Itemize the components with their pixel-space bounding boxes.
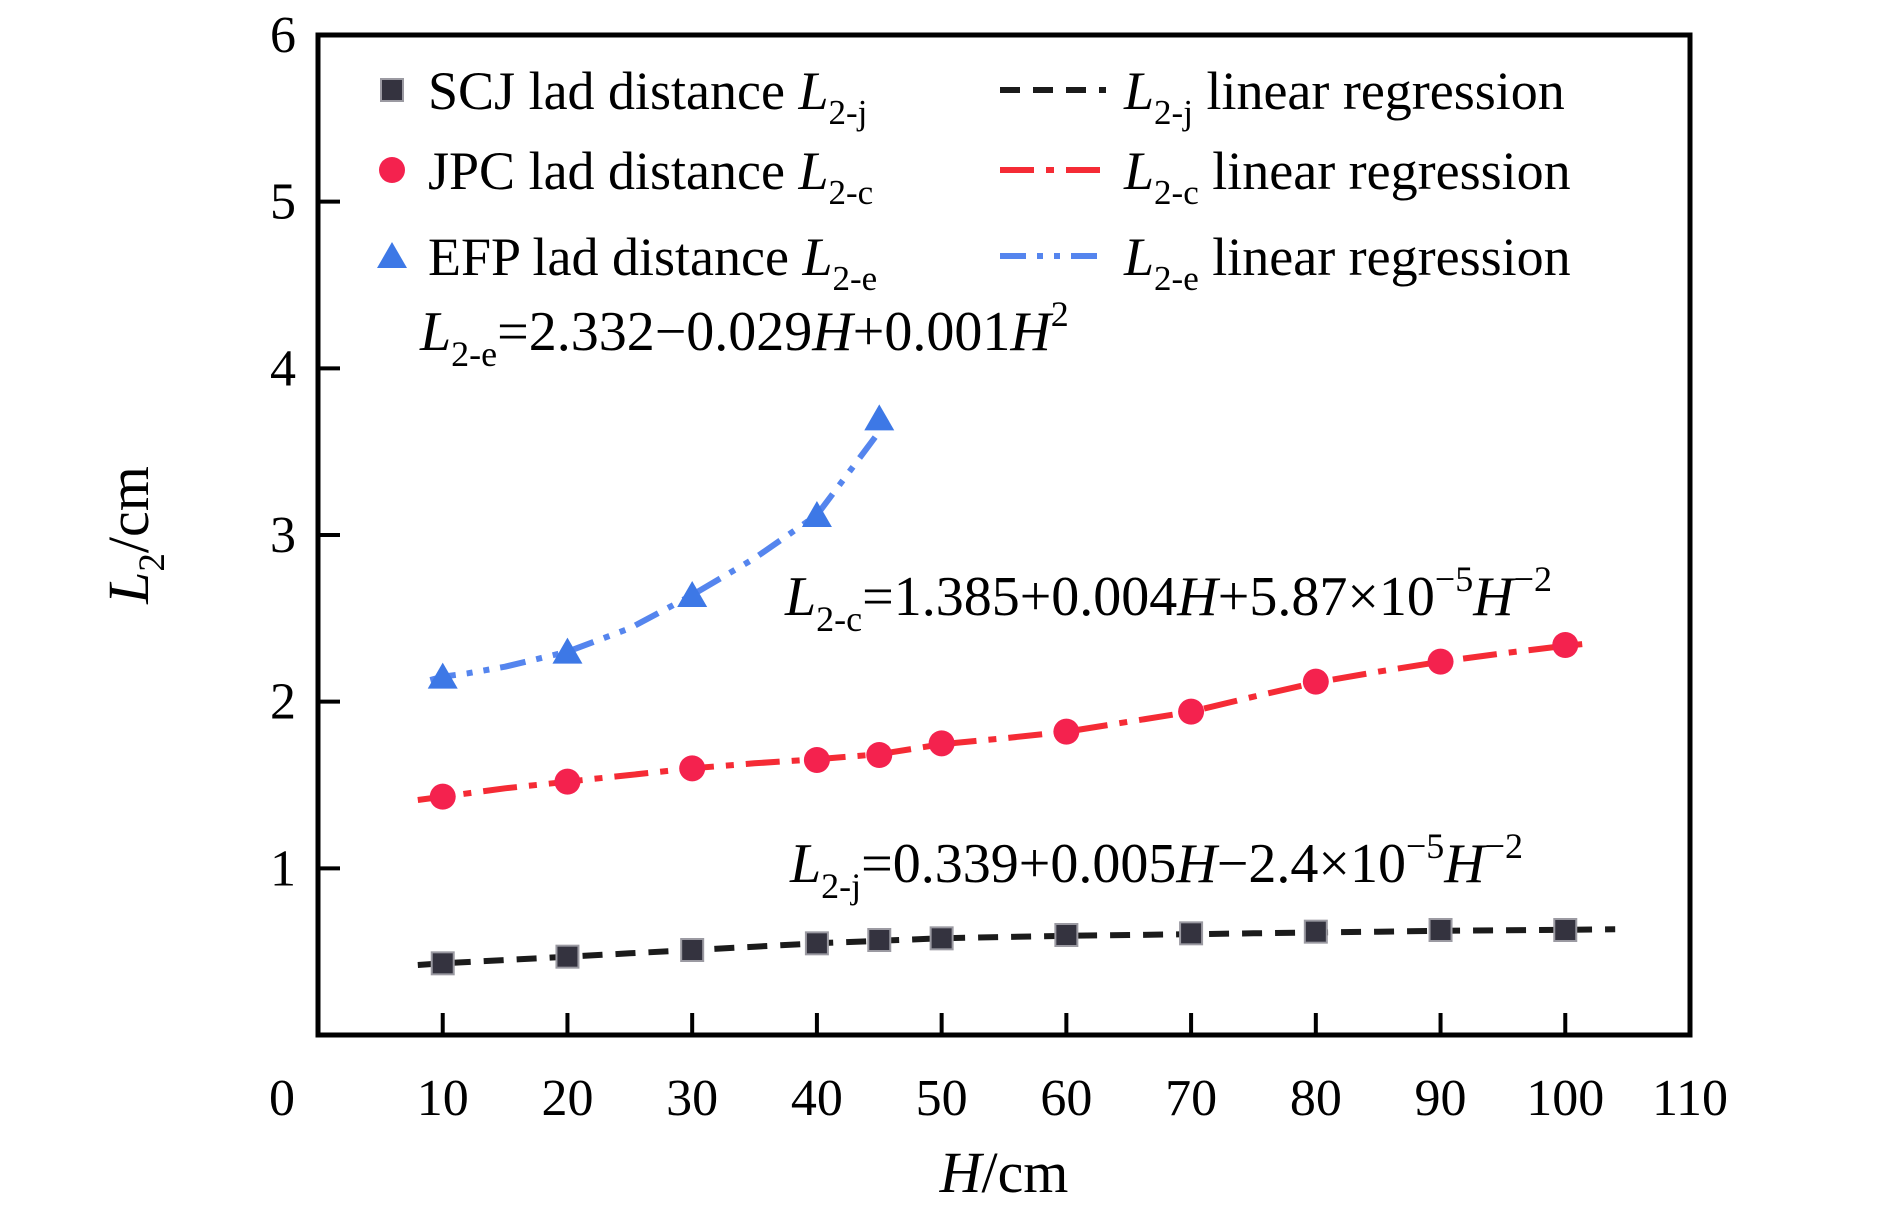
data-point-jpc bbox=[1427, 648, 1454, 675]
legend: SCJ lad distance L2-j L2-j linear regress… bbox=[377, 61, 1571, 298]
legend-marker-jpc bbox=[379, 157, 405, 183]
y-tick-label: 6 bbox=[270, 7, 296, 64]
y-tick-label: 2 bbox=[270, 674, 296, 731]
regression-line-scj bbox=[417, 926, 1616, 968]
equation-efp: L2-e=2.332−0.029H+0.001H2 bbox=[419, 294, 1069, 374]
legend-marker-efp bbox=[377, 242, 407, 268]
x-tick-label: 100 bbox=[1526, 1070, 1604, 1127]
x-tick-label: 90 bbox=[1415, 1070, 1467, 1127]
x-tick-label: 0 bbox=[269, 1070, 295, 1127]
series-lines bbox=[417, 413, 1616, 968]
data-point-scj bbox=[804, 931, 829, 956]
data-point-jpc bbox=[928, 730, 955, 757]
tick-labels: 0 10 20 30 40 50 60 70 80 90 100 110 1 2 3 4 5 6 bbox=[269, 7, 1728, 1127]
axis-titles: H/cm L2/cm bbox=[96, 466, 1068, 1205]
x-axis-title: H/cm bbox=[939, 1140, 1069, 1205]
legend-regression-label-efp: L2-e linear regression bbox=[1123, 227, 1571, 298]
data-point-jpc bbox=[679, 755, 706, 782]
x-tick-label: 30 bbox=[666, 1070, 718, 1127]
legend-regression-label-jpc: L2-c linear regression bbox=[1123, 141, 1571, 212]
series-markers bbox=[427, 404, 1579, 976]
y-tick-label: 4 bbox=[270, 340, 296, 397]
data-point-scj bbox=[1428, 918, 1453, 942]
data-point-efp bbox=[427, 662, 458, 689]
x-tick-label: 50 bbox=[916, 1070, 968, 1127]
data-point-scj bbox=[430, 951, 455, 976]
equation-scj: L2-j=0.339+0.005H−2.4×10−5H−2 bbox=[789, 826, 1523, 906]
x-tick-label: 70 bbox=[1165, 1070, 1217, 1127]
data-point-scj bbox=[867, 928, 892, 952]
data-point-scj bbox=[1179, 921, 1204, 946]
y-tick-label: 5 bbox=[270, 174, 296, 231]
legend-marker-scj bbox=[380, 78, 404, 102]
data-point-scj bbox=[680, 938, 705, 962]
data-point-scj bbox=[1553, 918, 1578, 942]
data-point-jpc bbox=[1053, 718, 1080, 745]
data-point-jpc bbox=[1302, 668, 1329, 695]
data-point-scj bbox=[1054, 923, 1079, 947]
equation-jpc: L2-c=1.385+0.004H+5.87×10−5H−2 bbox=[784, 559, 1552, 639]
regression-line-efp bbox=[429, 413, 895, 683]
x-tick-label: 80 bbox=[1290, 1070, 1342, 1127]
x-tick-label: 110 bbox=[1652, 1070, 1728, 1127]
data-point-scj bbox=[929, 926, 954, 951]
data-point-jpc bbox=[1178, 698, 1205, 725]
data-point-efp bbox=[552, 637, 583, 664]
data-point-jpc bbox=[866, 742, 893, 768]
y-axis-title: L2/cm bbox=[96, 466, 173, 605]
equation-annotations: L2-j=0.339+0.005H−2.4×10−5H−2 L2-c=1.385+… bbox=[419, 294, 1552, 906]
data-point-efp bbox=[864, 404, 895, 431]
data-point-efp bbox=[801, 501, 832, 527]
data-point-scj bbox=[555, 944, 580, 969]
x-tick-label: 60 bbox=[1040, 1070, 1092, 1127]
legend-label-jpc: JPC lad distance L2-c bbox=[428, 141, 873, 212]
data-point-jpc bbox=[1552, 632, 1579, 658]
data-point-jpc bbox=[554, 768, 581, 795]
legend-label-scj: SCJ lad distance L2-j bbox=[428, 61, 867, 132]
x-tick-label: 20 bbox=[541, 1070, 593, 1127]
x-tick-label: 10 bbox=[417, 1070, 469, 1127]
x-tick-label: 40 bbox=[791, 1070, 843, 1127]
regression-line-jpc bbox=[417, 640, 1591, 803]
data-point-jpc bbox=[429, 783, 456, 810]
data-point-scj bbox=[1303, 919, 1328, 944]
y-tick-label: 3 bbox=[270, 507, 296, 564]
legend-regression-label-scj: L2-j linear regression bbox=[1123, 61, 1565, 132]
data-point-jpc bbox=[803, 747, 830, 773]
y-tick-label: 1 bbox=[270, 840, 296, 897]
axes bbox=[315, 32, 1693, 1038]
data-point-efp bbox=[677, 581, 708, 607]
legend-label-efp: EFP lad distance L2-e bbox=[428, 227, 877, 298]
